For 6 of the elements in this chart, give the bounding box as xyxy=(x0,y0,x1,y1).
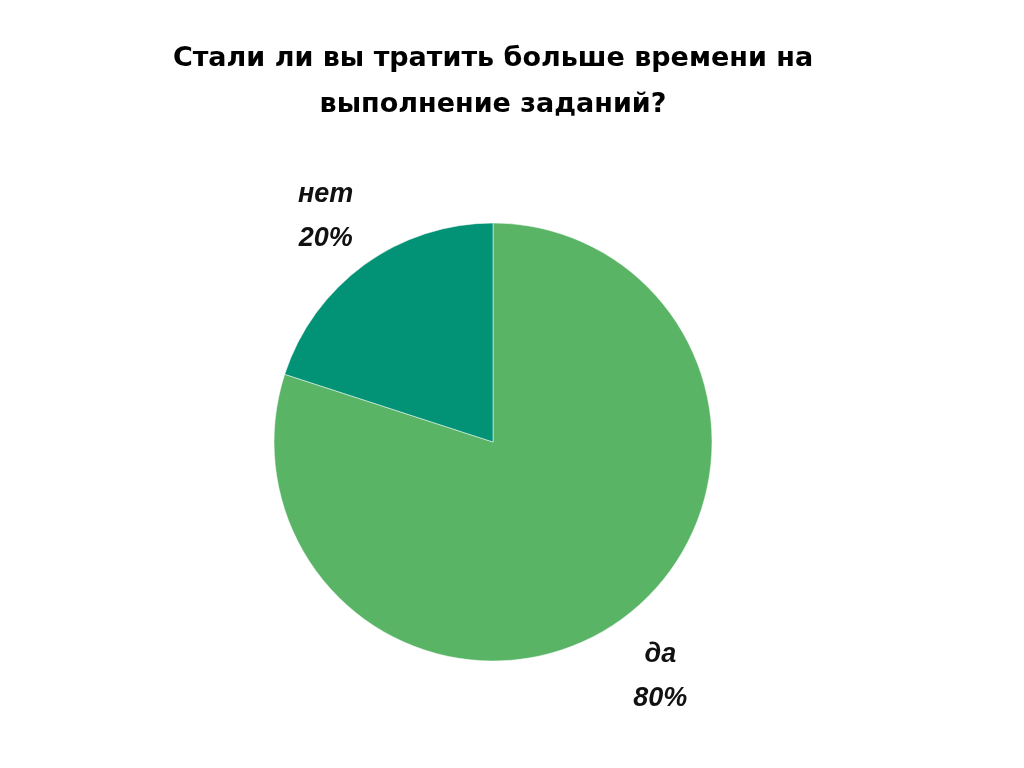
chart-title: Стали ли вы тратить больше времени на выполнение заданий? xyxy=(172,41,814,118)
data-label: 80% xyxy=(633,682,688,713)
pie-slice xyxy=(274,222,713,661)
slice-label: да xyxy=(644,638,677,669)
data-label: 20% xyxy=(297,221,353,252)
slice-label: нет xyxy=(297,177,354,208)
